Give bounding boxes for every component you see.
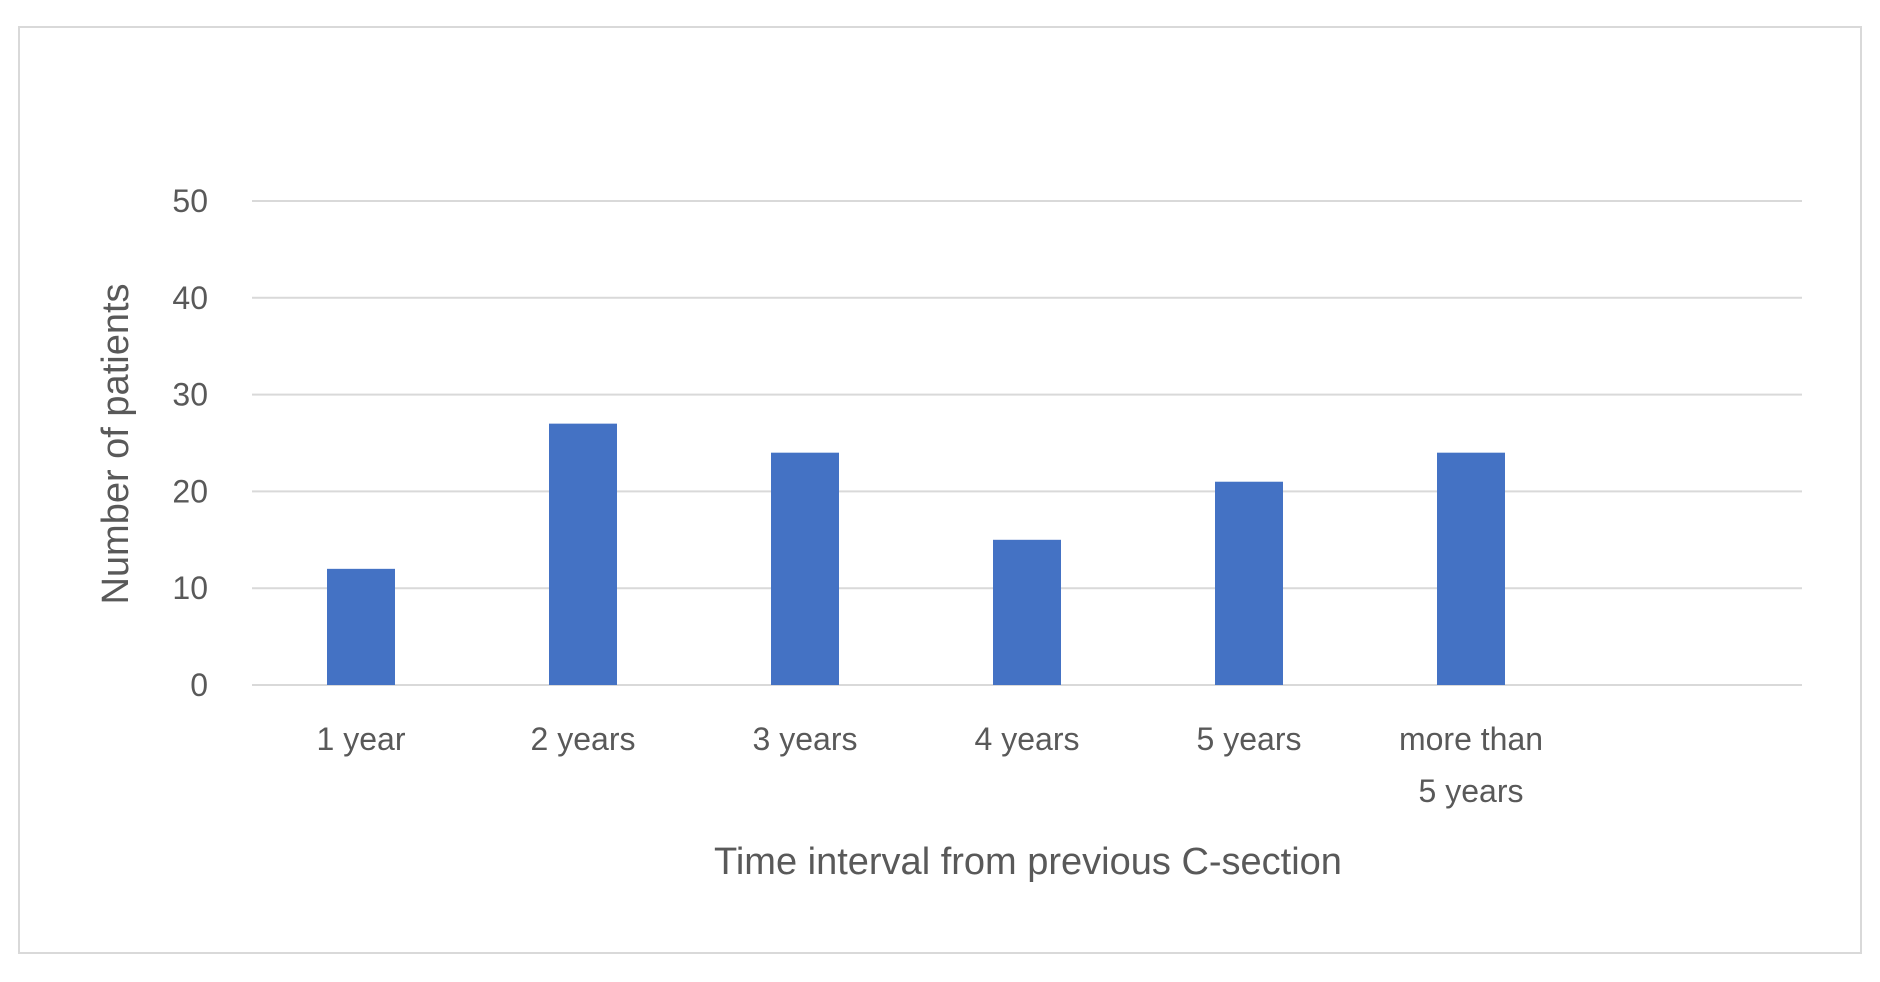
bars — [327, 423, 1505, 685]
x-tick-label-line: 2 years — [531, 721, 636, 757]
bar — [1215, 481, 1283, 685]
y-tick-label: 10 — [172, 570, 208, 606]
y-tick-label: 0 — [190, 667, 208, 703]
x-tick-label: 3 years — [753, 721, 858, 757]
x-tick-label-line: 4 years — [975, 721, 1080, 757]
x-tick-label-line: 5 years — [1419, 773, 1524, 809]
y-tick-label: 20 — [172, 473, 208, 509]
bar — [1437, 452, 1505, 685]
chart-frame — [18, 26, 1862, 954]
bar — [327, 568, 395, 685]
x-tick-label-line: more than — [1399, 721, 1543, 757]
x-tick-label-line: 5 years — [1197, 721, 1302, 757]
bar — [993, 539, 1061, 685]
gridlines — [252, 200, 1802, 686]
y-axis-ticks: 0 10 20 30 40 50 — [172, 183, 208, 703]
x-tick-label: 1 year — [317, 721, 406, 757]
x-axis-title: Time interval from previous C-section — [714, 841, 1342, 883]
y-tick-label: 40 — [172, 280, 208, 316]
y-tick-label: 50 — [172, 183, 208, 219]
x-tick-label: more than 5 years — [1399, 721, 1543, 809]
x-tick-label: 4 years — [975, 721, 1080, 757]
x-tick-label: 2 years — [531, 721, 636, 757]
x-axis-ticks: 1 year 2 years 3 years 4 years 5 years more t… — [317, 721, 1544, 809]
x-tick-label: 5 years — [1197, 721, 1302, 757]
bar — [771, 452, 839, 685]
x-tick-label-line: 3 years — [753, 721, 858, 757]
x-tick-label-line: 1 year — [317, 721, 406, 757]
y-axis-title: Number of patients — [95, 283, 137, 604]
y-tick-label: 30 — [172, 377, 208, 413]
bar — [549, 423, 617, 685]
